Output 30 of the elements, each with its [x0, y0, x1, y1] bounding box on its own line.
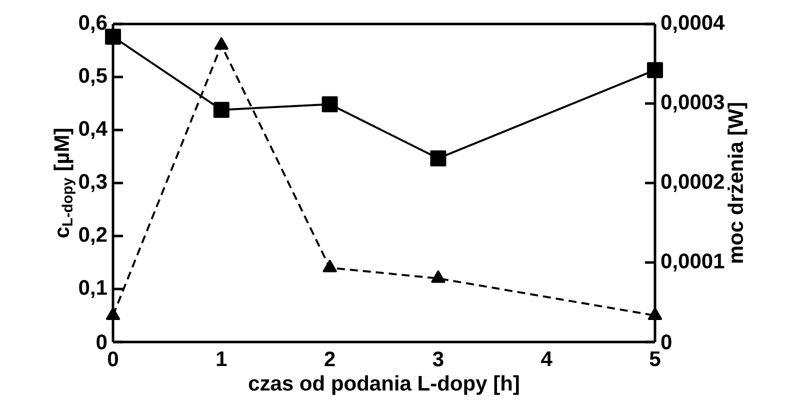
y2-tick-label: 0,0001 [661, 254, 724, 272]
point [213, 102, 230, 118]
x-axis-title: czas od podania L-dopy [h] [248, 375, 519, 395]
y-axis-title: c$_{L-dopy}$ [µM] [54, 128, 76, 238]
y-tick-label: 0,2 [79, 227, 107, 245]
y2-tick-label: 0,0003 [661, 94, 724, 112]
y-tick-label: 0,1 [79, 280, 107, 298]
y-tick-label: 0,6 [79, 15, 107, 33]
x-tick-label: 4 [541, 352, 552, 366]
y-tick-label: 0,3 [79, 174, 107, 192]
x-tick-label: 5 [650, 352, 660, 366]
point [322, 96, 338, 112]
y2-axis-title: moc drżenia [W] [728, 103, 748, 263]
point [214, 37, 228, 50]
point [431, 270, 446, 283]
y2-tick-label: 0,0002 [661, 174, 724, 192]
x-tick-label: 0 [108, 352, 118, 366]
point [106, 307, 120, 320]
y2-tick-label: 0 [661, 334, 672, 350]
y-tick-label: 0,4 [79, 121, 108, 139]
x-tick-label: 3 [432, 352, 444, 366]
x-tick-label: 1 [216, 352, 227, 366]
point [430, 150, 446, 166]
y-tick-label: 0,5 [79, 68, 107, 86]
y2-tick-label: 0,0004 [661, 15, 725, 33]
point [105, 28, 122, 45]
y-tick-label: 0 [96, 334, 107, 350]
x-tick-label: 2 [324, 352, 335, 366]
point [647, 62, 663, 78]
point [322, 260, 337, 272]
